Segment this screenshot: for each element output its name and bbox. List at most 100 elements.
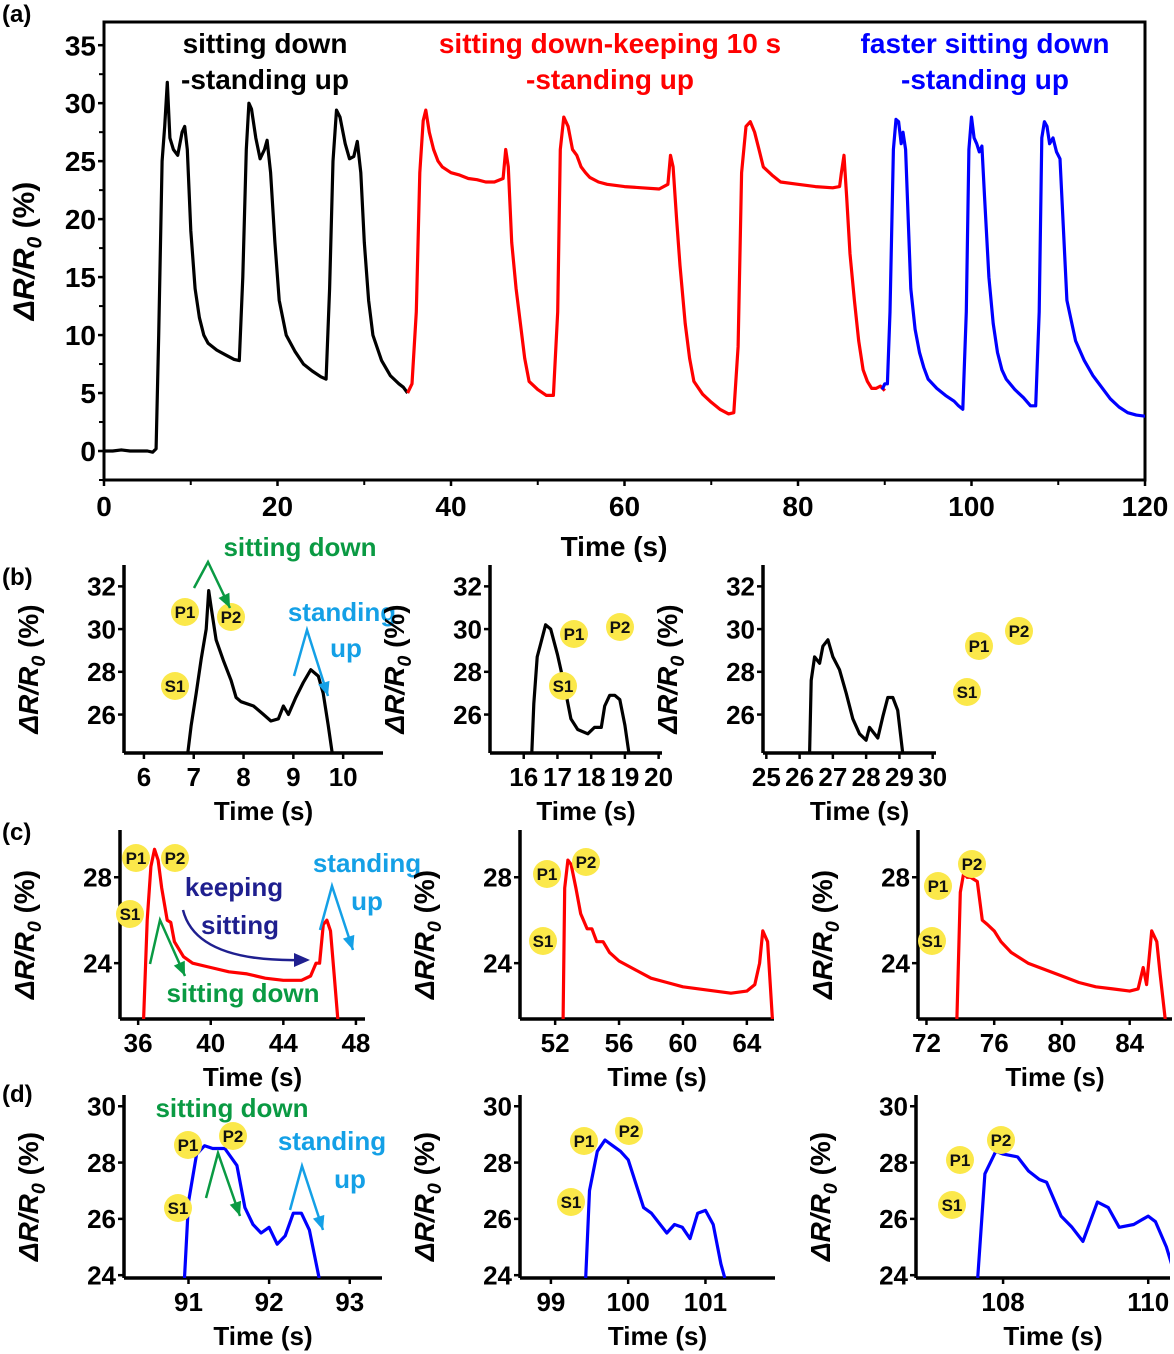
y-tick-label: 24 [83,949,112,979]
x-tick-label: 0 [96,491,112,522]
marker-p1-label: P1 [126,849,147,868]
marker-p1-badge [560,620,588,648]
x-tick-label: 25 [752,762,781,792]
marker-p2-badge [219,1122,247,1150]
x-tick-label: 19 [610,762,639,792]
y-tick-label: 32 [726,572,755,602]
standing-up-arrow-icon [318,881,355,951]
annotation-blue: -standing up [901,64,1069,95]
y-tick-label: 28 [483,863,512,893]
x-tick-label: 120 [1122,491,1169,522]
x-tick-label: 40 [196,1028,225,1058]
marker-s1-badge [161,672,189,700]
marker-s1-badge [549,672,577,700]
x-tick-label: 16 [509,762,538,792]
marker-p2-badge [1005,617,1033,645]
panel-a: 0 20 40 60 80 100 120 0 5 10 15 20 25 30 35 Time (s) ΔR/… [8,20,1169,562]
series-line-d1 [182,1144,321,1278]
y-tick-label: 26 [87,700,116,730]
marker-p2-badge [161,844,189,872]
marker-p2-label: P2 [1009,622,1030,641]
x-axis-title: Time (s) [203,1062,302,1092]
y-tick-label: 28 [726,657,755,687]
y-tick-label: 24 [483,949,512,979]
annotation-sitting-down: sitting down [223,532,376,562]
y-tick-label: 30 [65,88,96,119]
series-line-c3 [955,871,1167,1019]
marker-p1-badge [946,1146,974,1174]
marker-s1-badge [164,1194,192,1222]
marker-p2-label: P2 [991,1131,1012,1150]
series-line-b1 [186,588,334,753]
y-tick-label: 28 [87,657,116,687]
annotation-black: sitting down [183,28,348,59]
x-tick-label: 7 [186,762,200,792]
x-tick-label: 80 [1047,1028,1076,1058]
series-line-d3 [976,1149,1170,1278]
x-tick-label: 100 [948,491,995,522]
y-tick-label: 28 [881,863,910,893]
y-tick-label: 35 [65,30,96,61]
marker-p1-label: P1 [574,1132,595,1151]
marker-p1-badge [174,1131,202,1159]
marker-s1-badge [557,1188,585,1216]
annotation-up: up [351,886,383,916]
y-axis-title: ΔR/R0 (%) [805,1132,842,1262]
y-tick-label: 26 [879,1204,908,1234]
y-axis-title: ΔR/R0 (%) [9,870,46,1000]
x-tick-label: 84 [1115,1028,1144,1058]
marker-p2-badge [987,1126,1015,1154]
x-axis-title: Time (s) [1005,1062,1104,1092]
panel-d3: 108 110 24 26 28 30 Time (s) ΔR/R0 (%) S1 P1 P2 [805,1092,1170,1351]
annotation-sitting-down: sitting down [166,978,319,1008]
series-line-b2 [530,623,631,753]
sitting-down-arrow-icon-head [218,592,230,608]
marker-s1-label: S1 [165,677,186,696]
x-tick-label: 52 [541,1028,570,1058]
series-line-d2 [584,1138,727,1278]
x-tick-label: 76 [980,1028,1009,1058]
y-tick-label: 26 [453,700,482,730]
keeping-sitting-arrow-icon [181,909,301,962]
x-tick-label: 108 [981,1287,1024,1317]
marker-s1-label: S1 [168,1199,189,1218]
sitting-down-arrow-icon [148,916,187,977]
y-axis-title: ΔR/R0 (%) [807,870,844,1000]
y-tick-label: 32 [87,572,116,602]
x-axis-title: Time (s) [810,796,909,826]
y-tick-label: 20 [65,204,96,235]
series-line-red [406,108,886,416]
y-tick-label: 30 [726,614,755,644]
x-axis-title: Time (s) [1003,1321,1102,1351]
x-tick-label: 56 [605,1028,634,1058]
x-tick-label: 9 [286,762,300,792]
x-tick-label: 6 [137,762,151,792]
marker-p2-badge [615,1117,643,1145]
marker-p1-badge [965,632,993,660]
x-tick-label: 20 [644,762,673,792]
annotation-red: sitting down-keeping 10 s [439,28,781,59]
y-axis-title: ΔR/R0 (%) [13,1132,50,1262]
y-tick-label: 28 [87,1148,116,1178]
y-axis-title: ΔR/R0 (%) [409,870,446,1000]
marker-p1-label: P1 [950,1151,971,1170]
x-tick-label: 60 [609,491,640,522]
marker-p2-badge [958,850,986,878]
x-tick-label: 29 [885,762,914,792]
x-tick-label: 110 [1127,1287,1169,1317]
marker-p2-badge [606,613,634,641]
marker-s1-label: S1 [561,1193,582,1212]
y-tick-label: 26 [87,1204,116,1234]
standing-up-arrow-icon [288,1161,325,1231]
y-tick-label: 30 [483,1092,512,1122]
x-tick-label: 20 [262,491,293,522]
y-tick-label: 30 [453,614,482,644]
y-tick-label: 5 [80,378,96,409]
marker-p2-label: P2 [221,608,242,627]
marker-p2-label: P2 [610,618,631,637]
y-tick-label: 30 [87,614,116,644]
marker-p1-label: P1 [178,1136,199,1155]
y-tick-label: 28 [483,1148,512,1178]
annotation-sitting-down: sitting down [155,1093,308,1123]
x-axis-title: Time (s) [213,1321,312,1351]
